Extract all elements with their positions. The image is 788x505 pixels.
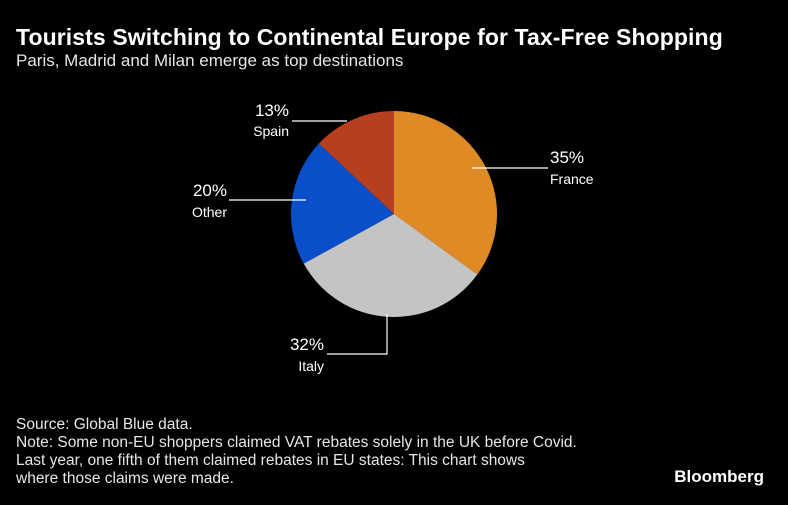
slice-labels: 35% France 32% Italy 20% Other 13% Spain (192, 101, 594, 374)
value-label-france: 35% (550, 148, 584, 167)
category-label-france: France (550, 171, 594, 187)
chart-title: Tourists Switching to Continental Europe… (16, 24, 723, 50)
category-label-spain: Spain (253, 123, 289, 139)
note-line-2: Last year, one fifth of them claimed reb… (16, 452, 525, 469)
source-note: Source: Global Blue data. (16, 416, 193, 433)
pie-slice-italy (303, 214, 478, 317)
pie-slices (291, 111, 497, 317)
pie-chart: 35% France 32% Italy 20% Other 13% Spain (192, 101, 594, 374)
leader-lines (229, 120, 548, 355)
footnotes: Source: Global Blue data. Note: Some non… (16, 416, 577, 488)
bloomberg-logo: Bloomberg (674, 467, 764, 486)
pie-slice-spain (318, 111, 394, 214)
value-label-other: 20% (193, 181, 227, 200)
pie-slice-france (394, 111, 497, 275)
value-label-italy: 32% (290, 335, 324, 354)
chart-subtitle: Paris, Madrid and Milan emerge as top de… (16, 51, 404, 70)
note-line-3: where those claims were made. (16, 470, 234, 487)
category-label-other: Other (192, 204, 227, 220)
leader-line-italy (327, 314, 388, 355)
category-label-italy: Italy (298, 358, 324, 374)
value-label-spain: 13% (255, 101, 289, 120)
note-line-1: Note: Some non-EU shoppers claimed VAT r… (16, 434, 577, 451)
pie-slice-other (291, 143, 394, 264)
